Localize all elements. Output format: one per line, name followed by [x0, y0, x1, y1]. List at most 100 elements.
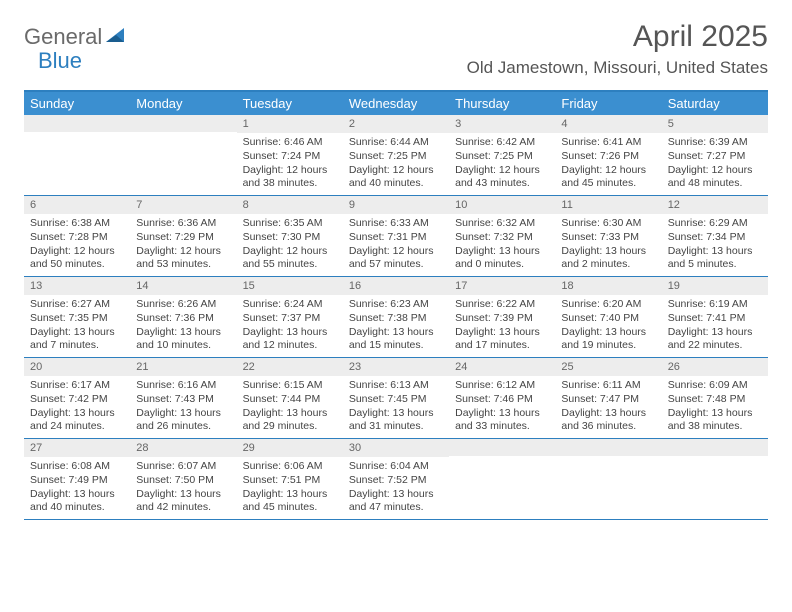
- day-number: 12: [662, 196, 768, 214]
- sunset-text: Sunset: 7:45 PM: [349, 393, 443, 407]
- logo-text-general: General: [24, 24, 102, 50]
- day-cell: 30Sunrise: 6:04 AMSunset: 7:52 PMDayligh…: [343, 439, 449, 519]
- day-body: Sunrise: 6:26 AMSunset: 7:36 PMDaylight:…: [130, 295, 236, 357]
- day-number: 13: [24, 277, 130, 295]
- day-body: Sunrise: 6:19 AMSunset: 7:41 PMDaylight:…: [662, 295, 768, 357]
- day-cell: 29Sunrise: 6:06 AMSunset: 7:51 PMDayligh…: [237, 439, 343, 519]
- daylight-text: Daylight: 13 hours and 31 minutes.: [349, 407, 443, 434]
- day-number: 26: [662, 358, 768, 376]
- week-row: 13Sunrise: 6:27 AMSunset: 7:35 PMDayligh…: [24, 277, 768, 358]
- day-cell: [555, 439, 661, 519]
- day-number: 16: [343, 277, 449, 295]
- sunset-text: Sunset: 7:32 PM: [455, 231, 549, 245]
- sunrise-text: Sunrise: 6:20 AM: [561, 298, 655, 312]
- sunset-text: Sunset: 7:26 PM: [561, 150, 655, 164]
- sunrise-text: Sunrise: 6:29 AM: [668, 217, 762, 231]
- sunrise-text: Sunrise: 6:16 AM: [136, 379, 230, 393]
- sunset-text: Sunset: 7:38 PM: [349, 312, 443, 326]
- sunset-text: Sunset: 7:29 PM: [136, 231, 230, 245]
- daylight-text: Daylight: 13 hours and 5 minutes.: [668, 245, 762, 272]
- sunset-text: Sunset: 7:46 PM: [455, 393, 549, 407]
- day-cell: 2Sunrise: 6:44 AMSunset: 7:25 PMDaylight…: [343, 115, 449, 195]
- sunrise-text: Sunrise: 6:17 AM: [30, 379, 124, 393]
- daylight-text: Daylight: 12 hours and 43 minutes.: [455, 164, 549, 191]
- day-number: 5: [662, 115, 768, 133]
- day-header-cell: Saturday: [662, 92, 768, 115]
- daylight-text: Daylight: 13 hours and 45 minutes.: [243, 488, 337, 515]
- day-body: Sunrise: 6:06 AMSunset: 7:51 PMDaylight:…: [237, 457, 343, 519]
- day-body: Sunrise: 6:04 AMSunset: 7:52 PMDaylight:…: [343, 457, 449, 519]
- day-cell: 13Sunrise: 6:27 AMSunset: 7:35 PMDayligh…: [24, 277, 130, 357]
- sunset-text: Sunset: 7:35 PM: [30, 312, 124, 326]
- daylight-text: Daylight: 13 hours and 24 minutes.: [30, 407, 124, 434]
- day-cell: 16Sunrise: 6:23 AMSunset: 7:38 PMDayligh…: [343, 277, 449, 357]
- weeks-container: 1Sunrise: 6:46 AMSunset: 7:24 PMDaylight…: [24, 115, 768, 520]
- day-number: 8: [237, 196, 343, 214]
- day-cell: 10Sunrise: 6:32 AMSunset: 7:32 PMDayligh…: [449, 196, 555, 276]
- day-cell: 26Sunrise: 6:09 AMSunset: 7:48 PMDayligh…: [662, 358, 768, 438]
- sunset-text: Sunset: 7:51 PM: [243, 474, 337, 488]
- daylight-text: Daylight: 12 hours and 38 minutes.: [243, 164, 337, 191]
- sunset-text: Sunset: 7:49 PM: [30, 474, 124, 488]
- sunrise-text: Sunrise: 6:41 AM: [561, 136, 655, 150]
- daylight-text: Daylight: 13 hours and 2 minutes.: [561, 245, 655, 272]
- day-body: Sunrise: 6:32 AMSunset: 7:32 PMDaylight:…: [449, 214, 555, 276]
- sunrise-text: Sunrise: 6:09 AM: [668, 379, 762, 393]
- day-body: Sunrise: 6:46 AMSunset: 7:24 PMDaylight:…: [237, 133, 343, 195]
- day-body: [555, 456, 661, 514]
- sunset-text: Sunset: 7:44 PM: [243, 393, 337, 407]
- daylight-text: Daylight: 12 hours and 40 minutes.: [349, 164, 443, 191]
- sunrise-text: Sunrise: 6:26 AM: [136, 298, 230, 312]
- day-cell: 18Sunrise: 6:20 AMSunset: 7:40 PMDayligh…: [555, 277, 661, 357]
- day-number: 21: [130, 358, 236, 376]
- daylight-text: Daylight: 12 hours and 57 minutes.: [349, 245, 443, 272]
- title-block: April 2025 Old Jamestown, Missouri, Unit…: [467, 20, 768, 78]
- day-cell: 5Sunrise: 6:39 AMSunset: 7:27 PMDaylight…: [662, 115, 768, 195]
- day-number: 11: [555, 196, 661, 214]
- sunset-text: Sunset: 7:36 PM: [136, 312, 230, 326]
- daylight-text: Daylight: 13 hours and 19 minutes.: [561, 326, 655, 353]
- sunrise-text: Sunrise: 6:13 AM: [349, 379, 443, 393]
- daylight-text: Daylight: 13 hours and 0 minutes.: [455, 245, 549, 272]
- logo-text-blue-wrap: Blue: [38, 48, 82, 74]
- calendar: SundayMondayTuesdayWednesdayThursdayFrid…: [24, 90, 768, 520]
- day-number: 9: [343, 196, 449, 214]
- day-cell: [130, 115, 236, 195]
- day-body: Sunrise: 6:24 AMSunset: 7:37 PMDaylight:…: [237, 295, 343, 357]
- week-row: 20Sunrise: 6:17 AMSunset: 7:42 PMDayligh…: [24, 358, 768, 439]
- daylight-text: Daylight: 13 hours and 22 minutes.: [668, 326, 762, 353]
- sunset-text: Sunset: 7:50 PM: [136, 474, 230, 488]
- day-body: Sunrise: 6:33 AMSunset: 7:31 PMDaylight:…: [343, 214, 449, 276]
- daylight-text: Daylight: 13 hours and 40 minutes.: [30, 488, 124, 515]
- day-number: 28: [130, 439, 236, 457]
- sunrise-text: Sunrise: 6:35 AM: [243, 217, 337, 231]
- sunset-text: Sunset: 7:25 PM: [455, 150, 549, 164]
- day-body: Sunrise: 6:13 AMSunset: 7:45 PMDaylight:…: [343, 376, 449, 438]
- day-cell: 9Sunrise: 6:33 AMSunset: 7:31 PMDaylight…: [343, 196, 449, 276]
- daylight-text: Daylight: 13 hours and 29 minutes.: [243, 407, 337, 434]
- day-number: 20: [24, 358, 130, 376]
- day-header-cell: Tuesday: [237, 92, 343, 115]
- day-body: Sunrise: 6:36 AMSunset: 7:29 PMDaylight:…: [130, 214, 236, 276]
- sunset-text: Sunset: 7:28 PM: [30, 231, 124, 245]
- day-cell: 27Sunrise: 6:08 AMSunset: 7:49 PMDayligh…: [24, 439, 130, 519]
- sunrise-text: Sunrise: 6:12 AM: [455, 379, 549, 393]
- day-body: Sunrise: 6:20 AMSunset: 7:40 PMDaylight:…: [555, 295, 661, 357]
- day-body: Sunrise: 6:41 AMSunset: 7:26 PMDaylight:…: [555, 133, 661, 195]
- day-header-cell: Monday: [130, 92, 236, 115]
- daylight-text: Daylight: 13 hours and 10 minutes.: [136, 326, 230, 353]
- sunset-text: Sunset: 7:37 PM: [243, 312, 337, 326]
- day-cell: 23Sunrise: 6:13 AMSunset: 7:45 PMDayligh…: [343, 358, 449, 438]
- month-title: April 2025: [467, 20, 768, 54]
- sunrise-text: Sunrise: 6:39 AM: [668, 136, 762, 150]
- day-header-cell: Thursday: [449, 92, 555, 115]
- sunrise-text: Sunrise: 6:22 AM: [455, 298, 549, 312]
- day-cell: 6Sunrise: 6:38 AMSunset: 7:28 PMDaylight…: [24, 196, 130, 276]
- sunrise-text: Sunrise: 6:36 AM: [136, 217, 230, 231]
- sunrise-text: Sunrise: 6:08 AM: [30, 460, 124, 474]
- sunset-text: Sunset: 7:25 PM: [349, 150, 443, 164]
- header: General April 2025 Old Jamestown, Missou…: [0, 0, 792, 84]
- day-cell: 14Sunrise: 6:26 AMSunset: 7:36 PMDayligh…: [130, 277, 236, 357]
- day-cell: [662, 439, 768, 519]
- day-number: 3: [449, 115, 555, 133]
